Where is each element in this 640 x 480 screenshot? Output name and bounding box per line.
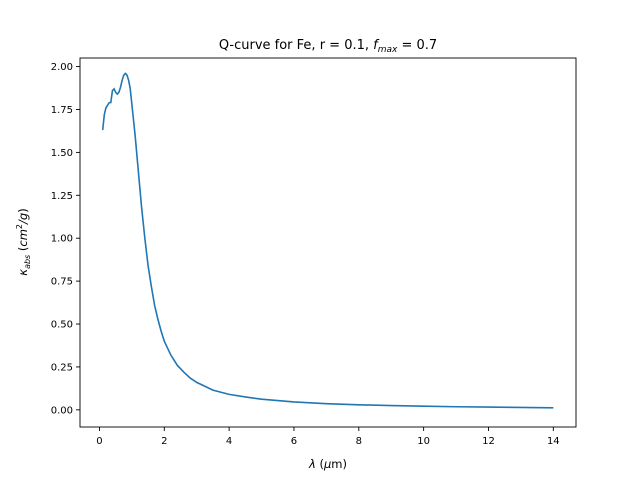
x-tick-label: 2 (161, 436, 167, 447)
y-tick-label: 1.00 (51, 234, 73, 245)
x-tick-label: 6 (291, 436, 297, 447)
y-tick-label: 1.50 (51, 148, 73, 159)
y-tick-label: 2.00 (51, 62, 73, 73)
x-tick-label: 8 (356, 436, 362, 447)
series-line (101, 72, 554, 409)
x-tick-label: 4 (226, 436, 232, 447)
x-tick-label: 12 (482, 436, 495, 447)
plot-frame (79, 57, 577, 428)
y-tick-label: 0.50 (51, 320, 73, 331)
y-axis-label: κabs (cm2/g) (15, 208, 32, 275)
y-tick-label: 1.75 (51, 105, 73, 116)
x-tick-label: 14 (547, 436, 560, 447)
y-tick-label: 0.25 (51, 362, 73, 373)
x-axis-label: λ (μm) (308, 457, 347, 471)
y-axis-ticks: 0.00 0.25 0.50 0.75 1.00 1.25 1.50 1.75 2.00 (51, 62, 80, 416)
y-tick-label: 1.25 (51, 191, 73, 202)
y-tick-label: 0.00 (51, 405, 73, 416)
x-tick-label: 0 (96, 436, 102, 447)
plot-area (79, 57, 577, 428)
x-axis-ticks: 0 2 4 6 8 10 12 14 (96, 427, 560, 447)
y-tick-label: 0.75 (51, 277, 73, 288)
chart-title: Q-curve for Fe, r = 0.1, fmax = 0.7 (219, 38, 437, 55)
x-tick-label: 10 (417, 436, 430, 447)
